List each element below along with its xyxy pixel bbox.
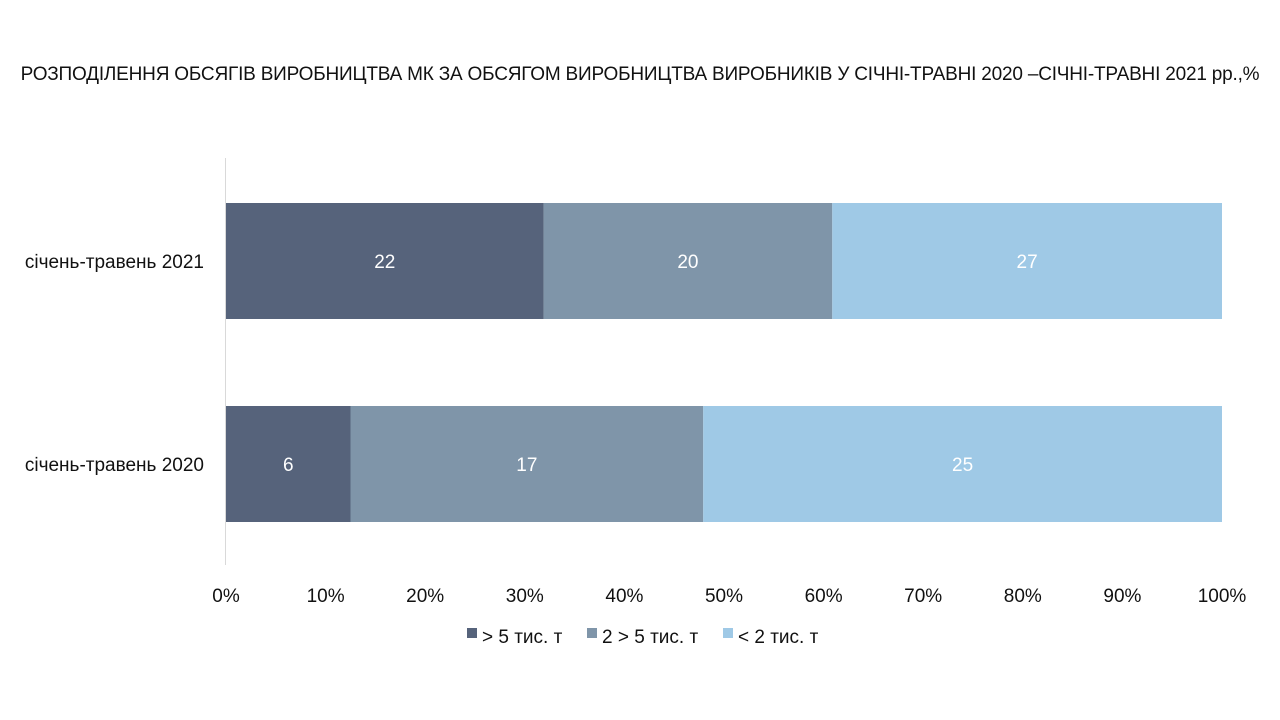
- data-label: 27: [1017, 252, 1038, 273]
- data-label: 17: [516, 455, 537, 476]
- legend-label: 2 > 5 тис. т: [602, 627, 698, 648]
- legend: > 5 тис. т 2 > 5 тис. т < 2 тис. т: [467, 627, 819, 648]
- legend-label: < 2 тис. т: [738, 627, 819, 648]
- data-label: 25: [952, 455, 973, 476]
- legend-label: > 5 тис. т: [482, 627, 563, 648]
- bar-segment: [350, 406, 704, 522]
- bar-segment: [703, 406, 1222, 522]
- legend-swatch: [723, 628, 733, 638]
- x-tick-label: 30%: [506, 586, 544, 607]
- x-tick-label: 20%: [406, 586, 444, 607]
- x-tick-label: 0%: [212, 586, 240, 607]
- x-tick-label: 100%: [1198, 586, 1247, 607]
- x-tick-label: 80%: [1004, 586, 1042, 607]
- x-tick-label: 50%: [705, 586, 743, 607]
- x-tick-label: 10%: [307, 586, 345, 607]
- data-label: 22: [374, 252, 395, 273]
- x-tick-label: 70%: [904, 586, 942, 607]
- bar-segment: [226, 203, 544, 319]
- x-axis-ticks-layer: 0% 10% 20% 30% 40% 50% 60% 70% 80% 90% 100%: [212, 586, 1246, 607]
- data-labels-layer: 22 20 27 6 17 25: [283, 252, 1038, 476]
- x-tick-label: 40%: [605, 586, 643, 607]
- bar-segment: [832, 203, 1222, 319]
- bars-layer: [226, 203, 1222, 522]
- data-label: 20: [677, 252, 698, 273]
- x-tick-label: 90%: [1103, 586, 1141, 607]
- data-label: 6: [283, 455, 294, 476]
- x-tick-label: 60%: [805, 586, 843, 607]
- legend-swatch: [587, 628, 597, 638]
- category-label: січень-травень 2021: [25, 252, 204, 273]
- bar-segment: [543, 203, 833, 319]
- legend-swatch: [467, 628, 477, 638]
- bar-segment: [226, 406, 351, 522]
- category-label: січень-травень 2020: [25, 455, 204, 476]
- chart-title: РОЗПОДІЛЕННЯ ОБСЯГІВ ВИРОБНИЦТВА МК ЗА О…: [20, 64, 1260, 85]
- category-labels-layer: січень-травень 2021 січень-травень 2020: [25, 252, 204, 476]
